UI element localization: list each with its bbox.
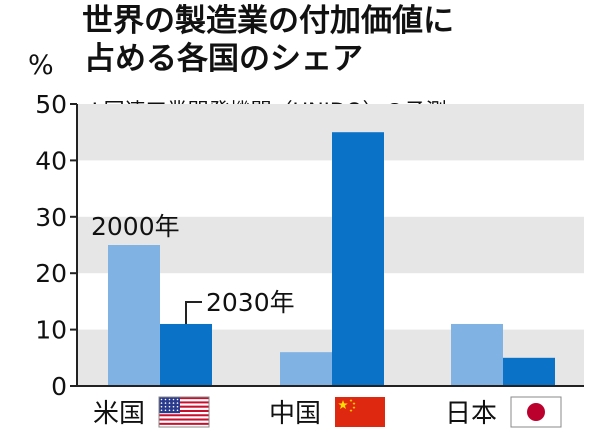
japan-flag-icon	[510, 396, 562, 428]
category-label: 米国	[93, 399, 145, 429]
category-label: 日本	[445, 399, 497, 429]
y-tick-label: 40	[35, 146, 67, 175]
y-tick-label: 10	[35, 316, 67, 345]
category-label: 中国	[269, 399, 321, 429]
y-axis-unit: %	[28, 50, 54, 81]
y-tick-label: 30	[35, 203, 67, 232]
bar-second-series	[332, 132, 384, 386]
y-tick-label: 50	[35, 90, 67, 119]
bar-first-series	[108, 245, 160, 386]
bar-first-series	[280, 352, 332, 386]
series-label-2000: 2000年	[91, 212, 180, 241]
grid-band	[77, 216, 584, 274]
grid-band	[77, 104, 584, 161]
bar-second-series	[503, 357, 555, 386]
chart-title: 世界の製造業の付加価値に 占める各国のシェア	[82, 2, 454, 78]
series-label-2030: 2030年	[206, 288, 295, 317]
chart-title-line-1: 世界の製造業の付加価値に	[82, 3, 454, 39]
chart-title-line-2: 占める各国のシェア	[84, 41, 363, 77]
series-leader-line	[185, 300, 202, 324]
bar-first-series	[451, 323, 503, 386]
y-tick-label: 0	[51, 372, 67, 401]
us-flag-icon	[158, 396, 210, 428]
china-flag-icon	[335, 397, 385, 427]
bar-second-series	[160, 323, 212, 386]
y-tick-label: 20	[35, 259, 67, 288]
